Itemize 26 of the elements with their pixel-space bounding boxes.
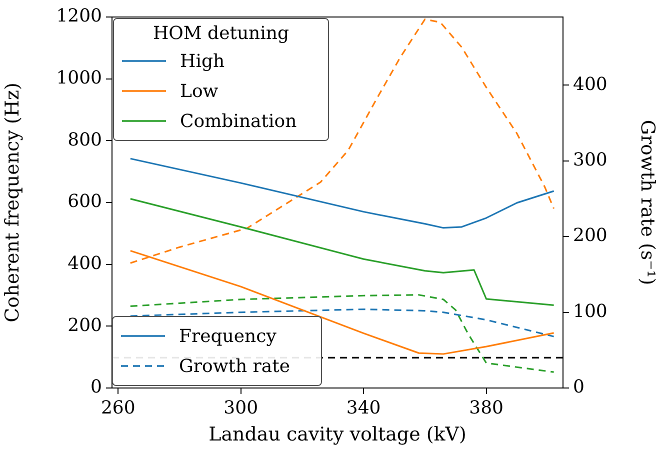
- y-axis-title: Coherent frequency (Hz): [1, 82, 24, 322]
- y-tick-label: 0: [90, 376, 102, 398]
- annotation: Growth rate: [179, 356, 290, 376]
- line-series: [130, 294, 555, 373]
- legend-label: Combination: [180, 110, 297, 132]
- y-tick-label: 200: [68, 314, 102, 336]
- y2-tick-label: 300: [573, 150, 608, 171]
- annotation: Frequency: [179, 326, 276, 346]
- y2-tick-label: 400: [573, 74, 608, 95]
- x-tick-label: 380: [469, 397, 504, 418]
- legend-title: HOM detuning: [152, 23, 290, 44]
- x-tick-label: 300: [224, 397, 258, 418]
- y-tick-label: 800: [68, 129, 102, 150]
- y2-tick-label: 100: [573, 300, 608, 322]
- y-tick-label: 400: [68, 253, 102, 274]
- y2-tick-label: 0: [573, 376, 584, 398]
- x-axis-title: Landau cavity voltage (kV): [208, 424, 466, 446]
- y2-tick-label: 200: [573, 225, 608, 246]
- legend-label: Low: [180, 80, 218, 102]
- y2-axis-title: Growth rate (s⁻¹): [636, 120, 659, 286]
- x-tick-label: 260: [100, 397, 136, 418]
- y-tick-label: 600: [68, 191, 102, 212]
- y-tick-label: 1000: [56, 68, 102, 89]
- legend-label: High: [180, 50, 225, 72]
- y-tick-label: 1200: [56, 6, 102, 27]
- x-tick-label: 340: [346, 397, 381, 418]
